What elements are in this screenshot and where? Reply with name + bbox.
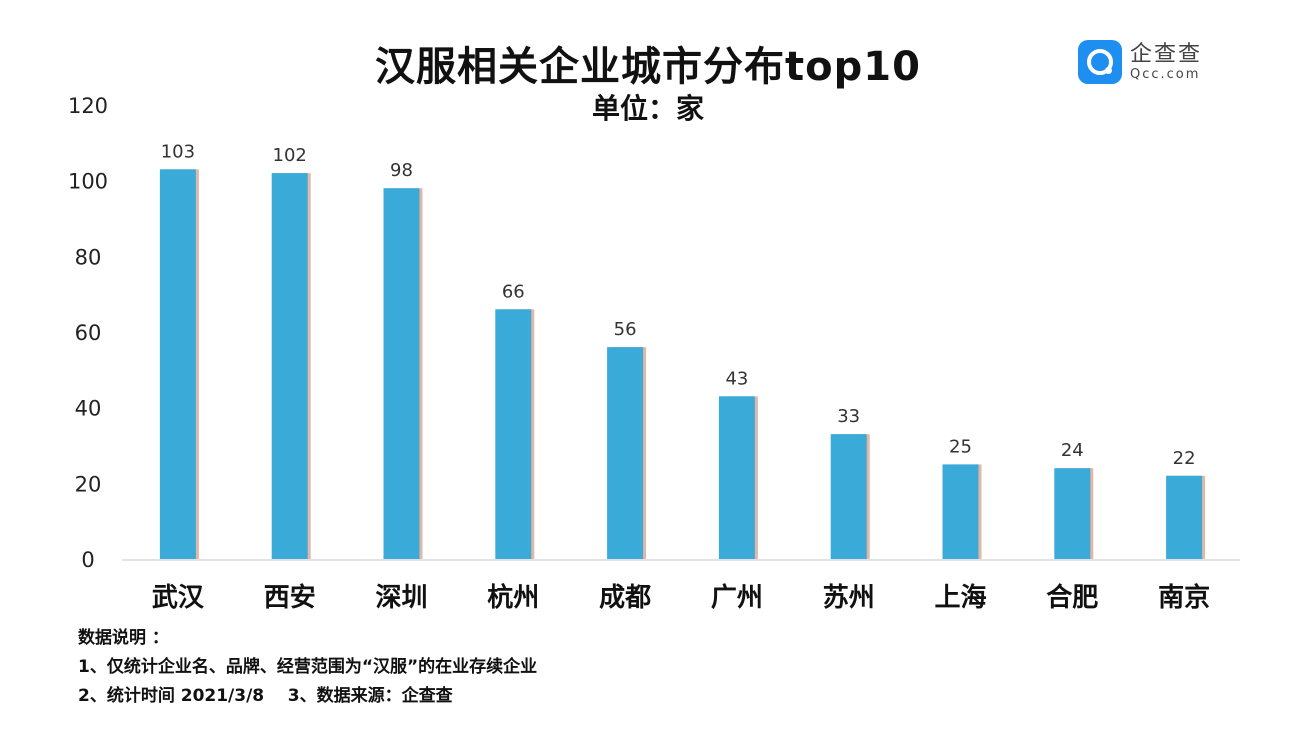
- data-label: 43: [725, 368, 748, 389]
- data-label: 33: [837, 406, 860, 427]
- x-tick-label: 成都: [599, 583, 651, 613]
- y-tick-label: 120: [68, 94, 108, 118]
- chart-unit: 单位：家: [591, 92, 704, 125]
- data-label: 24: [1061, 440, 1084, 461]
- bar: [942, 464, 979, 559]
- data-label: 102: [273, 145, 307, 166]
- y-axis: 0 20 40 60 80 100 120: [68, 94, 108, 572]
- y-tick-label: 100: [68, 170, 108, 194]
- bar: [1166, 475, 1203, 559]
- logo-name-en: Qcc.com: [1130, 66, 1201, 82]
- notes-heading: 数据说明 ：: [78, 628, 169, 648]
- y-tick-label: 60: [75, 321, 102, 345]
- data-label: 98: [390, 160, 413, 181]
- x-tick-label: 苏州: [823, 583, 875, 613]
- bar: [159, 169, 196, 560]
- x-axis: 武汉 西安 深圳 杭州 成都 广州 苏州 上海 合肥 南京: [122, 559, 1240, 613]
- x-tick-label: 上海: [934, 583, 986, 613]
- bar: [830, 434, 867, 559]
- logo-name-cn: 企查查: [1130, 41, 1203, 67]
- bar: [718, 396, 755, 559]
- data-label: 66: [502, 281, 525, 302]
- x-tick-label: 合肥: [1046, 582, 1098, 613]
- bar: [271, 173, 308, 559]
- y-tick-label: 20: [75, 472, 102, 496]
- y-tick-label: 80: [75, 245, 102, 269]
- x-tick-label: 广州: [711, 583, 763, 613]
- bar-series: 103 102 98 66 56 43 33 25 24 22: [159, 141, 1206, 560]
- bar: [607, 347, 644, 559]
- qcc-logo-icon: [1078, 40, 1122, 84]
- notes-line-1: 1、仅统计企业名、品牌、经营范围为“汉服”的在业存续企业: [78, 657, 538, 677]
- x-tick-label: 西安: [264, 583, 316, 613]
- y-tick-label: 0: [81, 548, 94, 572]
- x-tick-label: 深圳: [375, 583, 427, 613]
- x-tick-label: 武汉: [152, 583, 205, 613]
- data-notes: 数据说明 ： 1、仅统计企业名、品牌、经营范围为“汉服”的在业存续企业 2、统计…: [78, 624, 537, 711]
- bar: [383, 188, 420, 559]
- x-tick-label: 杭州: [487, 582, 539, 613]
- data-label: 25: [949, 436, 972, 457]
- bar: [495, 309, 532, 559]
- data-label: 22: [1173, 448, 1196, 469]
- notes-line-2: 2、统计时间 2021/3/8 3、数据来源：企查查: [78, 686, 453, 706]
- qcc-logo: 企查查 Qcc.com: [1078, 40, 1202, 84]
- bar: [1054, 468, 1091, 559]
- chart-title: 汉服相关企业城市分布top10: [375, 44, 921, 90]
- data-label: 103: [161, 141, 195, 162]
- x-tick-label: 南京: [1158, 582, 1210, 613]
- y-tick-label: 40: [75, 397, 102, 421]
- data-label: 56: [614, 319, 637, 340]
